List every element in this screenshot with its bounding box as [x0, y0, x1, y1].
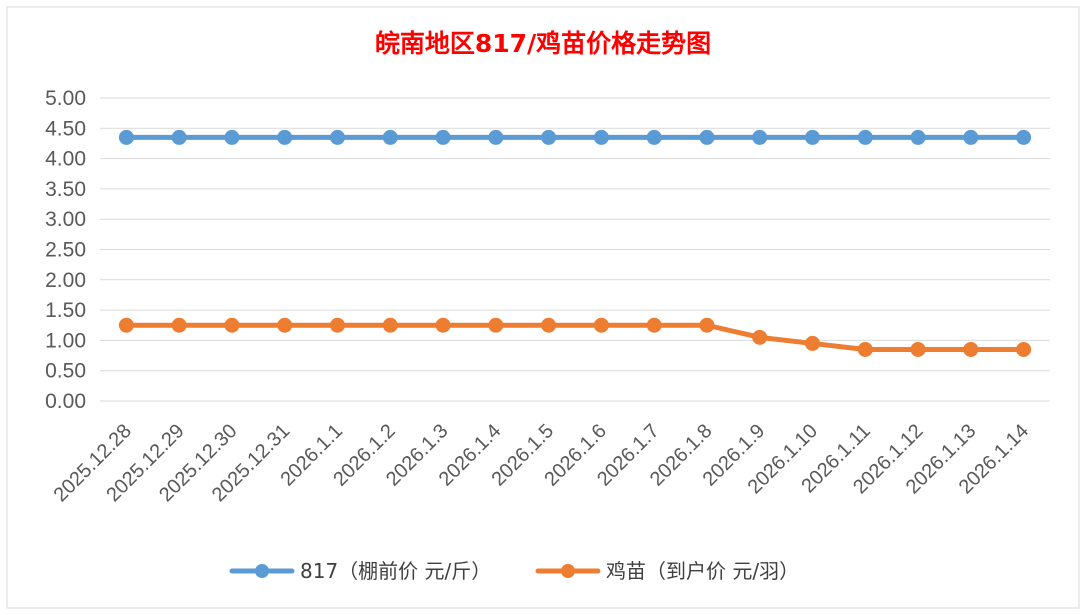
- data-point: [1016, 129, 1032, 145]
- data-point: [330, 129, 345, 145]
- data-point: [277, 317, 293, 333]
- data-point: [118, 129, 134, 145]
- data-point: [382, 129, 398, 145]
- data-point: [118, 317, 134, 333]
- data-point: [435, 317, 451, 333]
- y-tick-label: 1.50: [45, 299, 86, 322]
- data-point: [963, 341, 979, 357]
- data-point: [910, 341, 926, 357]
- data-point: [805, 129, 820, 145]
- data-point: [752, 329, 768, 345]
- data-point: [593, 129, 609, 145]
- y-tick-label: 4.50: [45, 117, 86, 140]
- y-tick-label: 2.50: [45, 239, 86, 262]
- gridlines: [100, 97, 1050, 402]
- data-point: [541, 317, 557, 333]
- legend-item: 鸡苗（到户价 元/羽）: [535, 559, 799, 583]
- y-tick-label: 3.50: [45, 178, 86, 201]
- y-tick-label: 0.00: [45, 390, 86, 413]
- series-lines: [118, 129, 1032, 357]
- data-point: [541, 129, 557, 145]
- y-tick-label: 0.50: [45, 360, 86, 383]
- series-line: [123, 322, 1027, 352]
- series-0: [118, 129, 1032, 145]
- y-tick-label: 1.00: [45, 329, 86, 352]
- data-point: [593, 317, 609, 333]
- data-point: [488, 317, 504, 333]
- data-point: [699, 317, 715, 333]
- data-point: [646, 129, 662, 145]
- y-tick-label: 3.00: [45, 208, 86, 231]
- chart-title: 皖南地区817/鸡苗价格走势图: [375, 29, 711, 58]
- data-point: [699, 129, 715, 145]
- y-tick-label: 4.00: [45, 148, 86, 171]
- data-point: [171, 317, 187, 333]
- data-point: [224, 317, 240, 333]
- data-point: [752, 129, 768, 145]
- data-point: [171, 129, 187, 145]
- data-point: [277, 129, 293, 145]
- data-point: [805, 335, 820, 351]
- legend: 817（棚前价 元/斤） 鸡苗（到户价 元/羽）: [229, 559, 799, 583]
- series-1: [118, 317, 1032, 357]
- legend-item: 817（棚前价 元/斤）: [229, 559, 491, 583]
- data-point: [330, 317, 345, 333]
- data-point: [857, 129, 873, 145]
- legend-label: 817（棚前价 元/斤）: [300, 559, 491, 583]
- data-point: [382, 317, 398, 333]
- data-point: [435, 129, 451, 145]
- legend-marker: [255, 564, 269, 578]
- data-point: [646, 317, 662, 333]
- legend-marker: [561, 564, 575, 578]
- y-tick-label: 2.00: [45, 269, 86, 292]
- data-point: [1016, 341, 1032, 357]
- data-point: [857, 341, 873, 357]
- chart-border: [6, 6, 1080, 609]
- y-axis-ticks: 0.00 0.50 1.00 1.50 2.00 2.50 3.00 3.50 4.00 4.50…: [45, 87, 86, 413]
- legend-label: 鸡苗（到户价 元/羽）: [606, 559, 799, 583]
- y-tick-label: 5.00: [45, 87, 86, 110]
- data-point: [963, 129, 979, 145]
- data-point: [488, 129, 504, 145]
- data-point: [910, 129, 926, 145]
- data-point: [224, 129, 240, 145]
